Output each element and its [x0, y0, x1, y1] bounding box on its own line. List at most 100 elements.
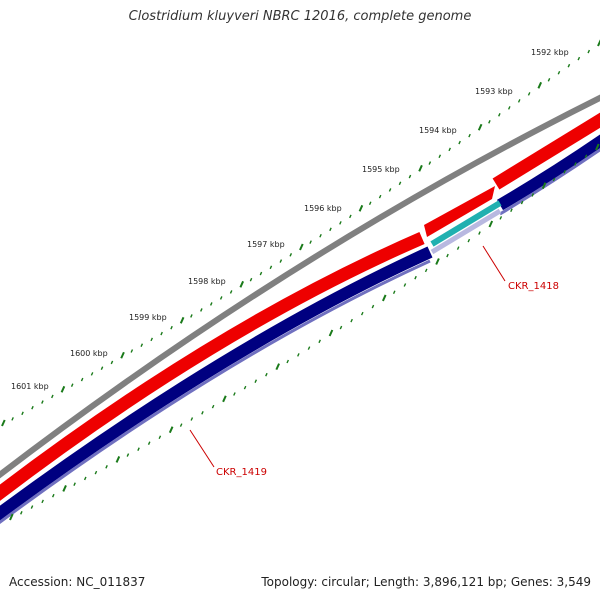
rna-feature[interactable]: [430, 200, 502, 247]
bottom-tick: [350, 318, 353, 323]
outer-band-upper: [499, 148, 600, 216]
gene-label-ckr-1418[interactable]: CKR_1418: [508, 281, 559, 292]
ruler-tick: [388, 188, 392, 192]
bottom-tick: [403, 283, 407, 287]
ruler-label-1601: 1601 kbp: [11, 382, 49, 391]
bottom-tick: [595, 143, 600, 151]
ruler-labels: 1592 kbp 1593 kbp 1594 kbp 1595 kbp 1596…: [11, 48, 569, 391]
genome-summary-text: Topology: circular; Length: 3,896,121 bp…: [261, 575, 591, 589]
page-title: Clostridium kluyveri NBRC 12016, complet…: [128, 9, 472, 24]
bottom-tick: [222, 395, 227, 403]
gene-label-ckr-1419[interactable]: CKR_1419: [216, 467, 267, 478]
ruler-tick: [597, 39, 600, 47]
ruler-tick: [428, 161, 432, 165]
ruler-tick: [219, 296, 223, 300]
ruler-tick: [477, 123, 483, 131]
bottom-tick: [168, 426, 174, 434]
bottom-tick: [83, 476, 87, 481]
ruler-tick: [140, 343, 144, 347]
ruler-tick: [1, 419, 6, 427]
bottom-tick: [360, 311, 364, 316]
forward-strand-gene-right[interactable]: [492, 108, 600, 190]
bottom-tick: [510, 208, 513, 213]
ruler-tick: [279, 259, 283, 263]
ruler-tick: [299, 243, 304, 251]
outer-band-mid: [430, 208, 502, 255]
reverse-strand-track-lower[interactable]: [0, 246, 433, 528]
bottom-tick: [297, 353, 300, 357]
ruler-tick: [468, 133, 471, 138]
bottom-tick: [9, 513, 14, 521]
ruler-tick: [448, 147, 451, 152]
bottom-tick: [179, 423, 183, 427]
ruler-label-1596: 1596 kbp: [304, 204, 342, 213]
ruler-tick: [51, 394, 54, 399]
bottom-tick: [20, 511, 23, 515]
bottom-tick: [381, 294, 387, 302]
ruler-tick: [527, 92, 531, 96]
bottom-tick: [414, 275, 417, 280]
bottom-tick: [520, 200, 524, 205]
bottom-tick: [30, 505, 34, 509]
callout-line-1419: [189, 429, 215, 468]
bottom-tick: [211, 404, 215, 409]
ruler-tick: [309, 240, 312, 244]
ruler-tick: [438, 154, 442, 159]
bottom-tick: [467, 238, 471, 243]
ruler-tick: [368, 201, 372, 206]
ruler-tick: [577, 56, 581, 61]
bottom-tick: [531, 193, 535, 197]
ruler-label-1599: 1599 kbp: [129, 313, 167, 322]
bottom-tick: [126, 453, 130, 457]
ruler-tick: [567, 63, 571, 68]
ruler-tick: [289, 253, 293, 257]
bottom-tick: [105, 465, 108, 469]
ruler-tick: [60, 385, 66, 393]
ruler-tick: [498, 113, 501, 117]
ruler-tick: [31, 405, 34, 410]
ruler-tick: [378, 194, 382, 199]
ruler-label-1598: 1598 kbp: [188, 277, 226, 286]
ruler-tick: [358, 204, 364, 212]
bottom-tick: [275, 363, 280, 371]
bottom-tick: [584, 154, 588, 159]
ruler-label-1593: 1593 kbp: [475, 87, 513, 96]
ruler-tick: [319, 233, 322, 238]
ruler-tick: [517, 99, 521, 103]
ruler-tick: [458, 140, 461, 145]
bottom-tick: [371, 304, 375, 309]
bottom-tick: [190, 417, 194, 421]
ruler-tick: [229, 290, 233, 294]
bottom-tick: [286, 359, 290, 364]
bottom-tick: [456, 246, 460, 250]
forward-strand-gene-1418[interactable]: [424, 186, 495, 237]
forward-strand-gene-1419[interactable]: [0, 232, 425, 508]
bottom-tick: [488, 220, 494, 228]
ruler-tick: [507, 106, 511, 110]
ruler-tick: [349, 214, 352, 219]
bottom-tick: [137, 447, 140, 451]
bottom-tick: [115, 456, 121, 463]
ruler-tick: [418, 164, 423, 172]
accession-text: Accession: NC_011837: [9, 575, 146, 589]
bottom-tick: [94, 470, 98, 475]
ruler-tick: [259, 271, 263, 276]
ruler-tick: [21, 411, 24, 416]
ruler-tick: [170, 325, 173, 330]
bottom-tick: [435, 258, 440, 265]
reverse-strand-track-upper[interactable]: [496, 128, 600, 211]
bottom-tick: [478, 231, 481, 235]
ruler-tick: [160, 331, 163, 336]
ruler-tick: [329, 227, 332, 232]
bottom-tick: [243, 385, 247, 390]
ruler-tick: [200, 308, 203, 312]
ruler-tick: [11, 417, 14, 421]
ruler-tick: [150, 337, 153, 342]
bottom-tick: [158, 435, 162, 440]
ruler-tick: [80, 377, 84, 382]
ruler-label-1594: 1594 kbp: [419, 126, 457, 135]
ruler-label-1597: 1597 kbp: [247, 240, 285, 249]
ruler-tick: [537, 81, 543, 89]
ruler-tick: [41, 400, 44, 404]
